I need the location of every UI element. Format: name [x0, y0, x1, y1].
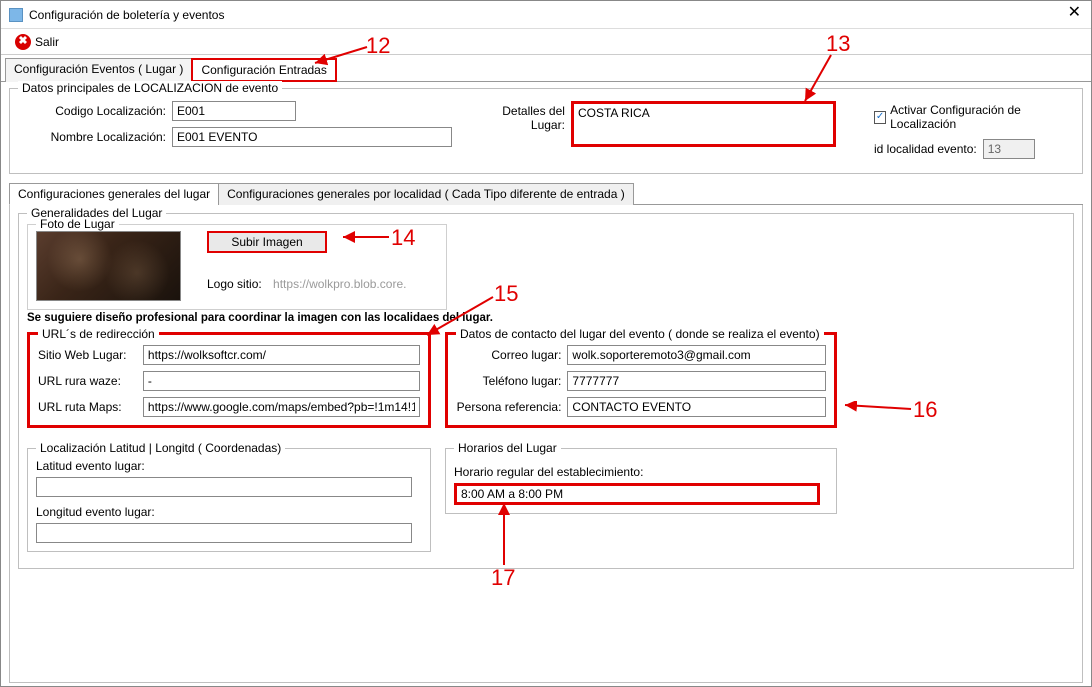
activar-checkbox[interactable]: ✓ Activar Configuración de Localización	[874, 103, 1074, 131]
inner-pane: Generalidades del Lugar Foto de Lugar Su…	[9, 205, 1083, 683]
horarios-group: Horarios del Lugar Horario regular del e…	[445, 448, 837, 514]
tab-entradas-label: Configuración Entradas	[201, 63, 326, 77]
logo-sitio-value: https://wolkpro.blob.core.	[273, 277, 406, 291]
inner-tab-generales-localidad[interactable]: Configuraciones generales por localidad …	[218, 183, 634, 205]
sitio-label: Sitio Web Lugar:	[38, 348, 137, 362]
id-localidad-input	[983, 139, 1035, 159]
exit-icon: ✖	[15, 34, 31, 50]
maps-label: URL ruta Maps:	[38, 400, 137, 414]
top-tabs: Configuración Eventos ( Lugar ) Configur…	[1, 57, 1091, 82]
lon-input[interactable]	[36, 523, 412, 543]
horario-regular-input[interactable]	[454, 483, 820, 505]
urls-legend: URL´s de redirección	[38, 327, 159, 341]
window-title: Configuración de boletería y eventos	[29, 8, 224, 22]
waze-label: URL rura waze:	[38, 374, 137, 388]
id-localidad-label: id localidad evento:	[874, 142, 977, 156]
coords-group: Localización Latitud | Longitd ( Coorden…	[27, 448, 431, 552]
correo-label: Correo lugar:	[456, 348, 561, 362]
foto-note: Se suguiere diseño profesional para coor…	[27, 312, 1065, 324]
venue-photo	[36, 231, 181, 301]
tab-entradas[interactable]: Configuración Entradas	[191, 58, 336, 82]
waze-input[interactable]	[143, 371, 420, 391]
persona-input[interactable]	[567, 397, 826, 417]
detalles-textarea[interactable]	[571, 101, 836, 147]
upload-image-label: Subir Imagen	[231, 235, 302, 249]
generalidades-group: Generalidades del Lugar Foto de Lugar Su…	[18, 213, 1074, 569]
horarios-legend: Horarios del Lugar	[454, 441, 561, 455]
tel-label: Teléfono lugar:	[456, 374, 561, 388]
titlebar: Configuración de boletería y eventos ✕	[1, 1, 1091, 29]
horario-regular-label: Horario regular del establecimiento:	[454, 465, 643, 479]
exit-button[interactable]: ✖ Salir	[9, 33, 65, 51]
inner-tabs: Configuraciones generales del lugar Conf…	[9, 182, 1083, 205]
exit-label: Salir	[35, 35, 59, 49]
checkbox-icon: ✓	[874, 111, 886, 124]
codigo-input[interactable]	[172, 101, 296, 121]
lat-input[interactable]	[36, 477, 412, 497]
coords-legend: Localización Latitud | Longitd ( Coorden…	[36, 441, 285, 455]
lat-label: Latitud evento lugar:	[36, 459, 145, 473]
codigo-label: Codigo Localización:	[18, 104, 166, 118]
inner-tab-generales-lugar-label: Configuraciones generales del lugar	[18, 187, 210, 201]
contacto-legend: Datos de contacto del lugar del evento (…	[456, 327, 824, 341]
content-area: Datos principales de LOCALIZACION de eve…	[1, 82, 1091, 687]
inner-tab-generales-localidad-label: Configuraciones generales por localidad …	[227, 187, 625, 201]
correo-input[interactable]	[567, 345, 826, 365]
sitio-input[interactable]	[143, 345, 420, 365]
inner-tab-generales-lugar[interactable]: Configuraciones generales del lugar	[9, 183, 219, 205]
maps-input[interactable]	[143, 397, 420, 417]
detalles-label: Detalles del Lugar:	[478, 101, 565, 132]
tab-eventos-label: Configuración Eventos ( Lugar )	[14, 62, 183, 76]
nombre-label: Nombre Localización:	[18, 130, 166, 144]
urls-group: URL´s de redirección Sitio Web Lugar: UR…	[27, 332, 431, 428]
app-icon	[9, 8, 23, 22]
lon-label: Longitud evento lugar:	[36, 505, 155, 519]
app-window: Configuración de boletería y eventos ✕ ✖…	[0, 0, 1092, 687]
close-icon[interactable]: ✕	[1068, 5, 1081, 21]
persona-label: Persona referencia:	[456, 400, 561, 414]
loc-group: Datos principales de LOCALIZACION de eve…	[9, 88, 1083, 174]
nombre-input[interactable]	[172, 127, 452, 147]
tel-input[interactable]	[567, 371, 826, 391]
tab-eventos[interactable]: Configuración Eventos ( Lugar )	[5, 58, 192, 82]
toolbar: ✖ Salir	[1, 29, 1091, 55]
contacto-group: Datos de contacto del lugar del evento (…	[445, 332, 837, 428]
upload-image-button[interactable]: Subir Imagen	[207, 231, 327, 253]
activar-label: Activar Configuración de Localización	[890, 103, 1074, 131]
foto-legend: Foto de Lugar	[36, 217, 119, 231]
logo-sitio-label: Logo sitio:	[207, 277, 262, 291]
loc-group-legend: Datos principales de LOCALIZACION de eve…	[18, 81, 282, 95]
foto-group: Foto de Lugar Subir Imagen Logo sitio: h…	[27, 224, 447, 310]
